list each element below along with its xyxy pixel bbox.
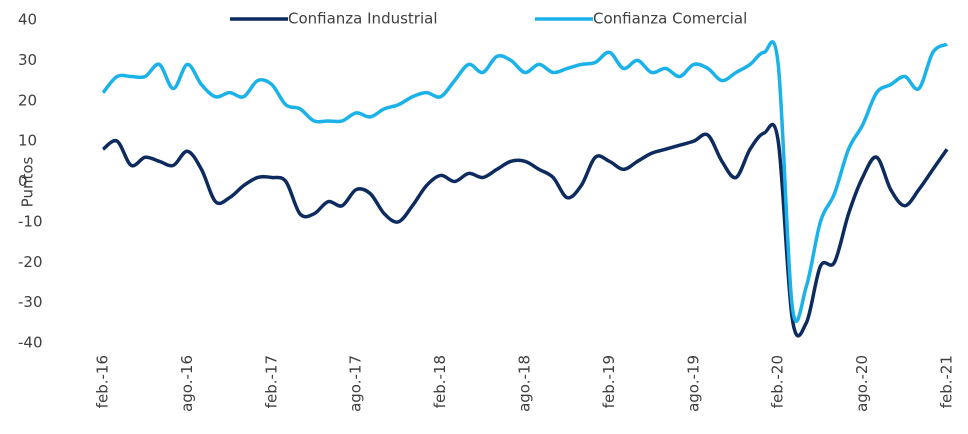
legend-label: Confianza Comercial xyxy=(593,10,747,28)
y-tick-label: -20 xyxy=(18,253,43,271)
y-tick-label: -30 xyxy=(18,293,43,311)
x-tick-label: ago.-19 xyxy=(684,355,702,412)
legend-label: Confianza Industrial xyxy=(288,10,438,28)
x-tick-label: ago.-16 xyxy=(178,355,196,412)
x-tick-label: feb.-19 xyxy=(600,355,618,408)
y-axis-label: Puntos xyxy=(19,156,37,207)
series-line xyxy=(101,40,948,324)
y-tick-label: -10 xyxy=(18,212,43,230)
y-tick-label: -40 xyxy=(18,334,43,352)
y-tick-label: 20 xyxy=(18,91,37,109)
x-tick-label: feb.-16 xyxy=(94,355,112,408)
x-tick-label: ago.-20 xyxy=(853,355,871,412)
x-tick-label: feb.-21 xyxy=(938,355,956,408)
series-line xyxy=(101,122,949,338)
x-tick-label: feb.-18 xyxy=(431,355,449,408)
x-tick-label: ago.-17 xyxy=(347,355,365,412)
y-tick-label: 0 xyxy=(18,172,28,190)
y-tick-label: 40 xyxy=(18,11,37,29)
x-tick-label: feb.-20 xyxy=(769,355,787,408)
y-tick-label: 30 xyxy=(18,51,37,69)
x-tick-label: feb.-17 xyxy=(262,355,280,408)
x-tick-label: ago.-18 xyxy=(516,355,534,412)
y-tick-label: 10 xyxy=(18,132,37,150)
